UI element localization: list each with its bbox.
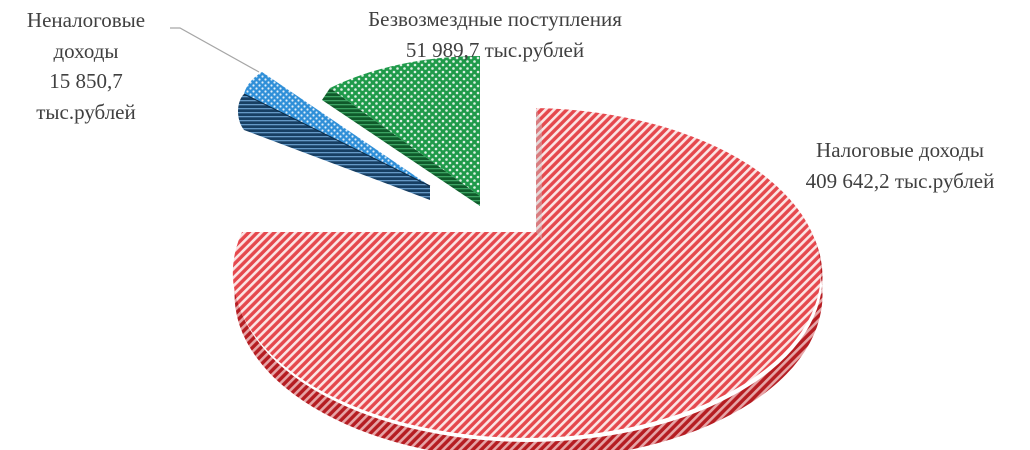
slice-tax-top (232, 108, 821, 438)
slice-nontax-edge (243, 93, 431, 187)
label-nontax-line4: тыс.рублей (36, 100, 136, 124)
slice-grants-top (330, 56, 480, 196)
label-tax-line1: Налоговые доходы (816, 138, 984, 162)
label-nontax: Неналоговые доходы 15 850,7 тыс.рублей (27, 8, 145, 124)
label-tax: Налоговые доходы 409 642,2 тыс.рублей (806, 138, 995, 193)
nontax-leader-line (170, 27, 260, 73)
label-nontax-line3: 15 850,7 (49, 69, 123, 93)
slice-nontax-top (244, 72, 430, 186)
slice-grants-side (322, 88, 480, 206)
slice-nontax-side (238, 94, 430, 200)
label-nontax-line1: Неналоговые (27, 8, 145, 32)
slice-grants (322, 56, 480, 206)
label-nontax-line2: доходы (53, 39, 118, 63)
slice-tax (232, 108, 823, 450)
slice-nontax (238, 72, 431, 200)
label-grants-line2: 51 989,7 тыс.рублей (406, 38, 584, 62)
label-grants: Безвозмездные поступления 51 989,7 тыс.р… (368, 7, 622, 62)
slice-tax-face (536, 108, 542, 240)
label-grants-line1: Безвозмездные поступления (368, 7, 622, 31)
label-tax-line2: 409 642,2 тыс.рублей (806, 169, 995, 193)
